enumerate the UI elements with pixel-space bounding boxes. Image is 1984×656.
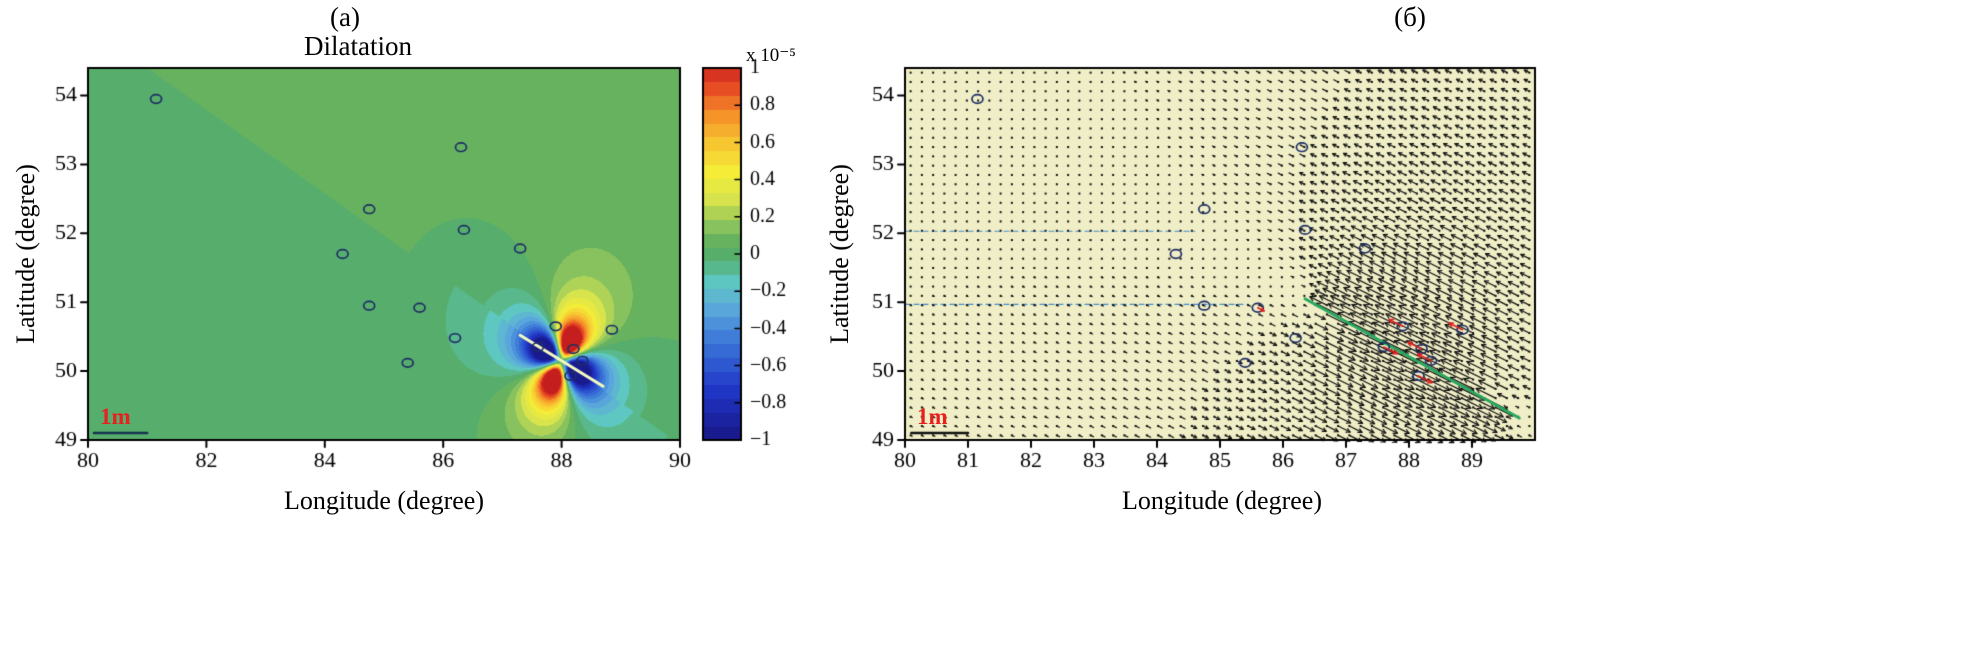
panel-b-xlabel: Longitude (degree) xyxy=(1122,486,1322,515)
panel-a-ylabel: Latitude (degree) xyxy=(11,164,40,344)
panel-a-title: Dilatation xyxy=(304,31,412,61)
panel-a-scale-label: 1m xyxy=(100,404,131,429)
colorbar-exponent-label: x 10⁻⁵ xyxy=(746,45,796,66)
panel-b-ylabel: Latitude (degree) xyxy=(825,164,854,344)
panel-b-scale-label: 1m xyxy=(917,404,948,429)
panel-b-label: (б) xyxy=(1394,2,1426,32)
panel-a-label: (a) xyxy=(330,2,360,32)
panel-a-xlabel: Longitude (degree) xyxy=(284,486,484,515)
